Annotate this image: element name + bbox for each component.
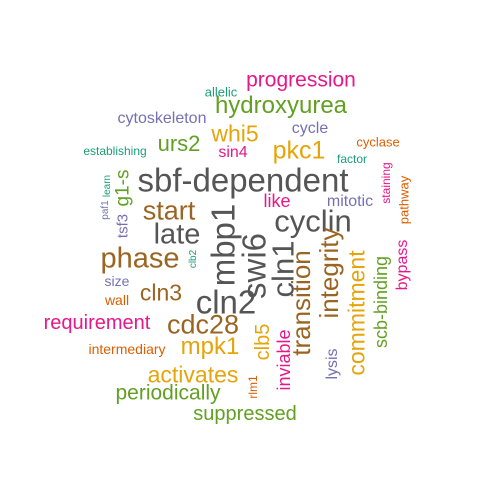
word-activates: activates (147, 361, 239, 388)
word-requirement: requirement (43, 312, 151, 334)
word-like: like (263, 191, 291, 211)
word-learn: learn (102, 174, 113, 198)
word-wall: wall (104, 292, 130, 308)
word-scb-binding: scb-binding (371, 255, 391, 349)
word-cyclin: cyclin (274, 203, 352, 239)
word-suppressed: suppressed (193, 403, 297, 425)
word-hydroxyurea: hydroxyurea (214, 92, 348, 119)
word-pathway: pathway (396, 175, 412, 225)
word-late: late (153, 218, 201, 251)
word-cln3: cln3 (139, 279, 183, 306)
word-paf1: paf1 (100, 200, 111, 220)
word-sbf-dependent: sbf-dependent (137, 161, 349, 199)
word-start: start (142, 195, 196, 226)
word-inviable: inviable (274, 329, 294, 391)
word-mitotic: mitotic (326, 193, 374, 210)
word-establishing: establishing (83, 144, 147, 158)
word-clb2: clb2 (188, 249, 199, 269)
word-progression: progression (246, 68, 356, 92)
word-allelic: allelic (204, 84, 238, 100)
word-cycle: cycle (291, 120, 329, 137)
word-integrity: integrity (314, 227, 344, 319)
word-bypass: bypass (394, 239, 411, 291)
word-sin4: sin4 (218, 144, 248, 161)
word-intermediary: intermediary (88, 341, 166, 357)
word-factor: factor (336, 152, 368, 166)
word-whi5: whi5 (211, 120, 259, 147)
word-commitment: commitment (343, 250, 370, 376)
word-size: size (104, 273, 130, 289)
word-cln2: cln2 (195, 283, 257, 321)
word-urs2: urs2 (157, 131, 201, 156)
word-mpk1: mpk1 (180, 333, 240, 360)
word-staining: staining (379, 162, 393, 204)
word-cyclase: cyclase (356, 134, 400, 150)
word-pkc1: pkc1 (272, 136, 326, 165)
word-g1-s: g1-s (112, 169, 134, 207)
word-rlm1: rlm1 (246, 375, 260, 399)
word-cytoskeleton: cytoskeleton (117, 110, 207, 127)
word-phase: phase (100, 242, 180, 275)
word-lysis: lysis (324, 348, 341, 380)
word-clb5: clb5 (252, 323, 274, 361)
word-periodically: periodically (115, 381, 221, 405)
word-cdc28: cdc28 (166, 309, 240, 340)
word-tsf3: tsf3 (114, 213, 132, 239)
